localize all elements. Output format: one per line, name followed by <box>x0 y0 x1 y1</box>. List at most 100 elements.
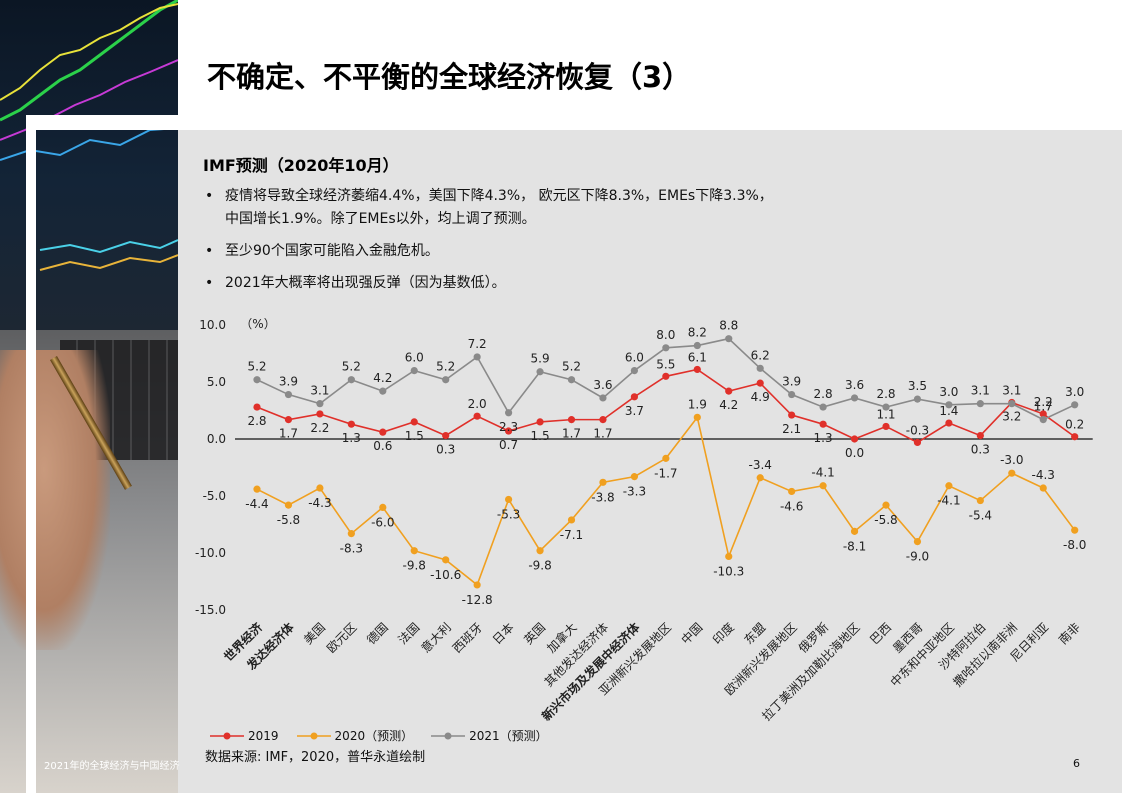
bullet-text: 2021年大概率将出现强反弹（因为基数低）。 <box>225 275 506 291</box>
data-label: -9.8 <box>528 559 551 573</box>
data-label: 1.1 <box>876 407 895 421</box>
data-point <box>945 401 953 409</box>
data-label: -3.4 <box>748 458 771 472</box>
data-label: -3.0 <box>1000 453 1023 467</box>
data-point <box>945 419 953 427</box>
data-label: -4.3 <box>1032 468 1055 482</box>
data-label: 5.2 <box>342 360 361 374</box>
data-label: 5.2 <box>562 360 581 374</box>
slide-subtitle: IMF预测（2020年10月） <box>203 156 399 175</box>
data-point <box>693 365 701 374</box>
footer-text: 2021年的全球经济与中国经济 <box>44 761 180 772</box>
data-label: -3.8 <box>591 490 614 504</box>
x-tick-label: 印度 <box>709 620 737 648</box>
gdp-growth-line-chart: 10.05.00.0-5.0-10.0-15.0（%）2.81.7 2.21.30… <box>195 317 1093 722</box>
data-label: 2.0 <box>468 397 487 411</box>
data-label: 3.0 <box>1065 385 1084 399</box>
data-label: 3.5 <box>908 379 927 393</box>
data-label: -7.1 <box>560 528 583 542</box>
bullet-list: 疫情将导致全球经济萎缩4.4%，美国下降4.3%， 欧元区下降8.3%，EMEs… <box>203 185 773 304</box>
data-point <box>913 395 922 403</box>
data-point <box>662 372 670 380</box>
data-point <box>316 400 324 408</box>
data-point <box>536 368 544 376</box>
data-point <box>347 420 355 428</box>
data-point <box>1039 484 1047 492</box>
data-point <box>379 428 387 436</box>
data-point <box>1008 400 1016 408</box>
slide-title: 不确定、不平衡的全球经济恢复（3） <box>207 60 692 94</box>
data-point <box>756 474 764 482</box>
data-label: 0.0 <box>845 446 864 460</box>
data-label: 1.9 <box>688 397 707 411</box>
data-label: 0.6 <box>373 439 392 453</box>
data-point <box>1008 469 1016 477</box>
stock-lines-graphic <box>0 0 178 271</box>
hand-image <box>0 350 110 650</box>
data-point <box>882 501 890 509</box>
data-label: 4.9 <box>751 390 770 404</box>
data-point <box>850 435 859 443</box>
data-point <box>567 516 576 524</box>
data-point <box>442 431 450 440</box>
page-number: 6 <box>1073 757 1080 770</box>
data-point <box>410 418 418 426</box>
chart-legend: 2019 2020（预测） 2021（预测） <box>210 727 548 744</box>
data-label: 1.3 <box>814 431 833 445</box>
data-label: 2.8 <box>247 414 266 428</box>
data-label: -1.7 <box>654 466 677 480</box>
data-point <box>630 473 638 481</box>
data-label: 3.6 <box>845 378 864 392</box>
data-point <box>410 367 418 375</box>
data-point <box>662 454 670 462</box>
data-point <box>316 410 324 418</box>
data-label: 1.5 <box>531 429 550 443</box>
data-point <box>1039 416 1047 424</box>
data-point <box>284 416 293 424</box>
data-label: 1.5 <box>405 429 424 443</box>
data-label: 1.7 <box>562 427 581 441</box>
data-label: 2.2 <box>1034 395 1053 409</box>
data-label: -5.4 <box>969 509 992 523</box>
data-point <box>347 376 355 384</box>
data-label: 0.7 <box>499 438 518 452</box>
data-label: -5.8 <box>874 513 897 527</box>
data-label: -6.0 <box>371 515 394 529</box>
data-label: 3.6 <box>593 378 612 392</box>
data-point <box>536 547 544 555</box>
data-label: -10.6 <box>430 568 461 582</box>
data-point <box>379 503 387 511</box>
data-label: -9.0 <box>906 550 929 564</box>
data-point <box>505 409 513 417</box>
y-tick-label: 10.0 <box>199 318 226 332</box>
data-point <box>788 411 796 419</box>
data-label: -4.6 <box>780 499 803 513</box>
data-label: 7.2 <box>468 337 487 351</box>
data-point <box>442 376 450 384</box>
data-point <box>442 556 450 564</box>
data-point <box>599 394 607 402</box>
data-label: 6.1 <box>688 350 707 364</box>
data-point <box>1071 401 1079 409</box>
data-label: 6.0 <box>625 351 644 365</box>
data-label: 1.7 <box>279 427 298 441</box>
x-tick-label: 巴西 <box>867 620 894 647</box>
data-point <box>316 484 324 492</box>
title-bar <box>178 0 1122 115</box>
x-tick-label: 美国 <box>301 620 328 647</box>
data-label: 2.1 <box>782 422 801 436</box>
bullet-item: 至少90个国家可能陷入金融危机。 <box>203 240 773 263</box>
data-point <box>1071 526 1079 534</box>
data-label: 1.7 <box>1034 400 1053 414</box>
legend-label: 2021（预测） <box>469 729 548 743</box>
data-point <box>819 420 827 428</box>
data-label: 1.4 <box>939 404 958 418</box>
data-point <box>379 387 387 395</box>
data-point <box>882 422 890 431</box>
data-label: 6.2 <box>751 348 770 362</box>
legend-label: 2020（预测） <box>334 729 414 743</box>
data-label: 5.2 <box>247 360 266 374</box>
legend-item-2019: 2019 <box>210 727 279 744</box>
x-tick-label: 欧元区 <box>324 620 359 655</box>
data-label: 2.8 <box>814 387 833 401</box>
